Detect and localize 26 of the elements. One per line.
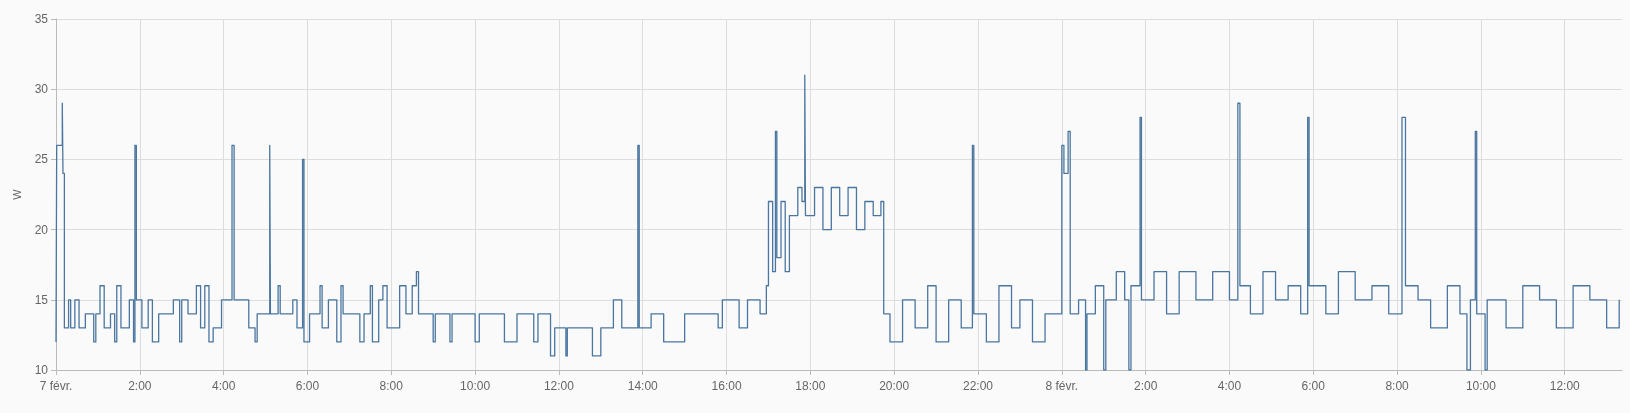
x-tick-label: 6:00 [1301,379,1326,393]
y-tick-label: 30 [34,82,49,97]
x-tick-label: 10:00 [460,379,491,393]
y-tick-label: 25 [34,152,49,167]
y-tick-label: 15 [34,292,49,307]
x-tick-label: 8:00 [1385,379,1410,393]
x-tick-label: 2:00 [128,379,152,393]
x-tick-label: 16:00 [711,379,742,393]
y-axis-title: W [10,188,23,200]
x-tick-label: 7 févr. [39,379,73,393]
x-tick-label: 2:00 [1133,379,1158,393]
x-tick-label: 8 févr. [1045,379,1079,393]
x-tick-label: 4:00 [1217,379,1242,393]
x-tick-label: 20:00 [879,379,910,393]
x-tick-label: 12:00 [1549,379,1581,393]
y-tick-label: 20 [34,222,49,237]
y-tick-label: 10 [34,363,49,377]
x-tick-label: 10:00 [1465,379,1497,393]
x-tick-label: 18:00 [795,379,826,393]
x-tick-label: 22:00 [962,379,994,393]
x-tick-label: 6:00 [295,379,320,393]
y-tick-label: 35 [34,12,49,26]
x-tick-label: 4:00 [211,379,236,393]
x-tick-label: 14:00 [627,379,659,393]
x-tick-label: 12:00 [543,379,575,393]
x-tick-label: 8:00 [379,379,404,393]
